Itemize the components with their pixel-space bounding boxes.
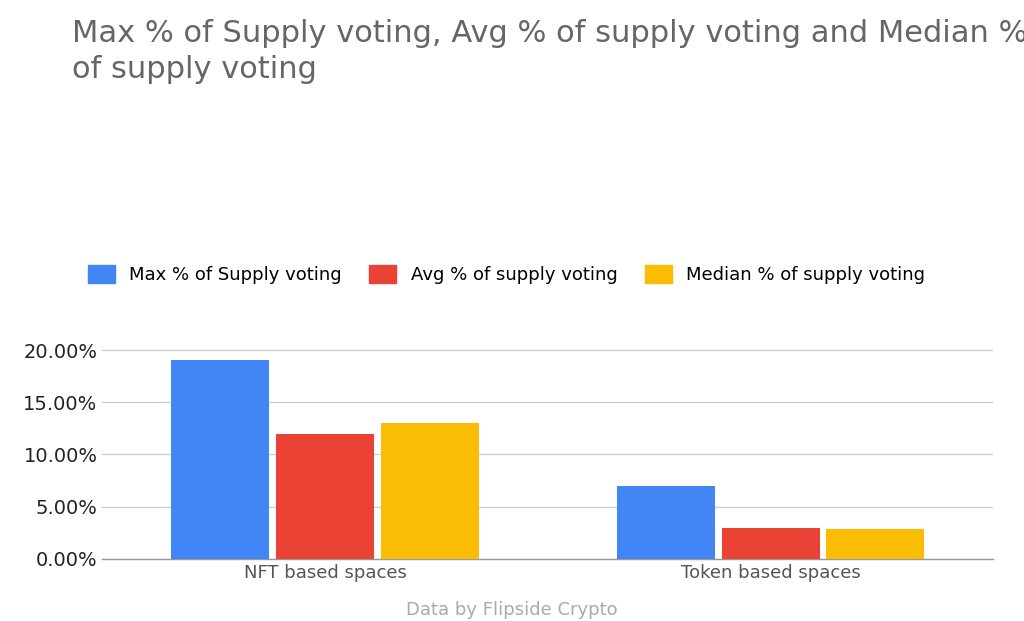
Text: Max % of Supply voting, Avg % of supply voting and Median %
of supply voting: Max % of Supply voting, Avg % of supply … [72, 19, 1024, 84]
Bar [722, 528, 819, 559]
Legend: Max % of Supply voting, Avg % of supply voting, Median % of supply voting: Max % of Supply voting, Avg % of supply … [81, 258, 932, 291]
Bar [381, 423, 479, 559]
Bar [171, 360, 269, 559]
Text: Data by Flipside Crypto: Data by Flipside Crypto [407, 601, 617, 619]
Bar [616, 486, 715, 559]
Bar [276, 433, 374, 559]
Bar [826, 528, 925, 559]
